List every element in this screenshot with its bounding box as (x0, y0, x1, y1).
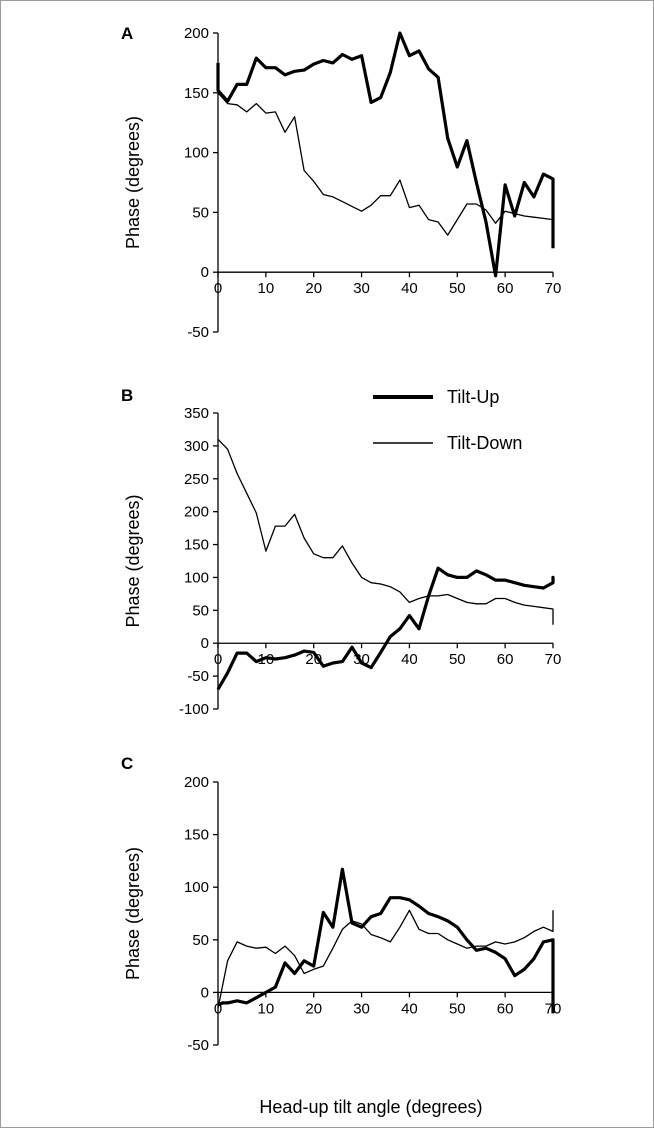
panel-c-x-tick-label: 20 (305, 1000, 322, 1017)
panel-c-x-tick-label: 50 (449, 1000, 466, 1017)
panel-c-series-tilt-up (217, 867, 555, 1014)
panel-a-y-tick-label: -50 (187, 324, 209, 341)
panel-c-y-axis-title: Phase (degrees) (123, 847, 143, 980)
panel-a-series-tilt-up (216, 31, 555, 278)
panel-c-y-tick-label: -50 (187, 1037, 209, 1054)
legend: Tilt-Up Tilt-Down (373, 387, 522, 453)
panel-a-x-tick-label: 70 (545, 280, 562, 297)
panel-c-series-tilt-down (217, 909, 554, 1009)
panel-b-y-tick-label: 100 (184, 569, 209, 586)
panel-b-y-tick-label: 250 (184, 471, 209, 488)
panel-c-label: C (121, 754, 133, 773)
panel-c-y-tick-label: 0 (201, 984, 209, 1001)
panel-a-x-tick-label: 60 (497, 280, 514, 297)
panel-b-y-tick-label: 350 (184, 405, 209, 422)
panel-c-x-tick-label: 60 (497, 1000, 514, 1017)
panel-b-x-tick-label: 60 (497, 651, 514, 668)
panel-c-x-tick-label: 40 (401, 1000, 418, 1017)
panel-a-x-tick-label: 0 (214, 280, 222, 297)
panel-a-x-tick-label: 20 (305, 280, 322, 297)
panel-b-series-tilt-up (216, 566, 555, 691)
panel-b-y-tick-label: 50 (192, 602, 209, 619)
panel-b-y-tick-label: 200 (184, 504, 209, 521)
panel-c-y-tick-label: 200 (184, 774, 209, 791)
panel-b-y-tick-label: -50 (187, 668, 209, 685)
panel-b-y-tick-label: 0 (201, 635, 209, 652)
panel-b-x-tick-label: 40 (401, 651, 418, 668)
panel-b-x-tick-label: 10 (258, 651, 275, 668)
panel-b-label: B (121, 386, 133, 405)
panel-a-x-tick-label: 40 (401, 280, 418, 297)
panel-b-x-tick-label: 50 (449, 651, 466, 668)
legend-label-tilt-up: Tilt-Up (447, 387, 499, 407)
panel-a-y-tick-label: 100 (184, 145, 209, 162)
panel-b-x-tick-label: 0 (214, 651, 222, 668)
panel-a-y-tick-label: 50 (192, 204, 209, 221)
panel-b-y-axis-title: Phase (degrees) (123, 494, 143, 627)
panel-c-x-tick-label: 30 (353, 1000, 370, 1017)
panel-c-y-tick-label: 50 (192, 932, 209, 949)
x-axis-title: Head-up tilt angle (degrees) (259, 1097, 482, 1117)
panel-c-x-tick-label: 0 (214, 1000, 222, 1017)
panel-b-x-tick-label: 70 (545, 651, 562, 668)
panel-a-x-tick-label: 50 (449, 280, 466, 297)
panel-a-x-tick-label: 10 (258, 280, 275, 297)
panel-a-series-tilt-down (217, 92, 554, 243)
panel-a-y-tick-label: 0 (201, 264, 209, 281)
panel-a-x-tick-label: 30 (353, 280, 370, 297)
panel-c-y-tick-label: 100 (184, 879, 209, 896)
legend-label-tilt-down: Tilt-Down (447, 433, 522, 453)
panel-a: A 200 150 100 50 0 -50 0 10 20 30 40 50 60 70 Phase (de… (121, 24, 561, 341)
panel-b-y-tick-label: -100 (179, 701, 209, 718)
panel-a-y-tick-label: 150 (184, 85, 209, 102)
panel-b-y-tick-label: 300 (184, 438, 209, 455)
panel-a-label: A (121, 24, 133, 43)
panel-a-y-axis-title: Phase (degrees) (123, 116, 143, 249)
panel-b-series-tilt-down (217, 438, 554, 625)
panel-c-y-tick-label: 150 (184, 827, 209, 844)
panel-c-x-tick-label: 10 (258, 1000, 275, 1017)
panel-b-x-tick-label: 20 (305, 651, 322, 668)
panel-b-y-tick-label: 150 (184, 537, 209, 554)
panel-a-y-tick-label: 200 (184, 25, 209, 42)
